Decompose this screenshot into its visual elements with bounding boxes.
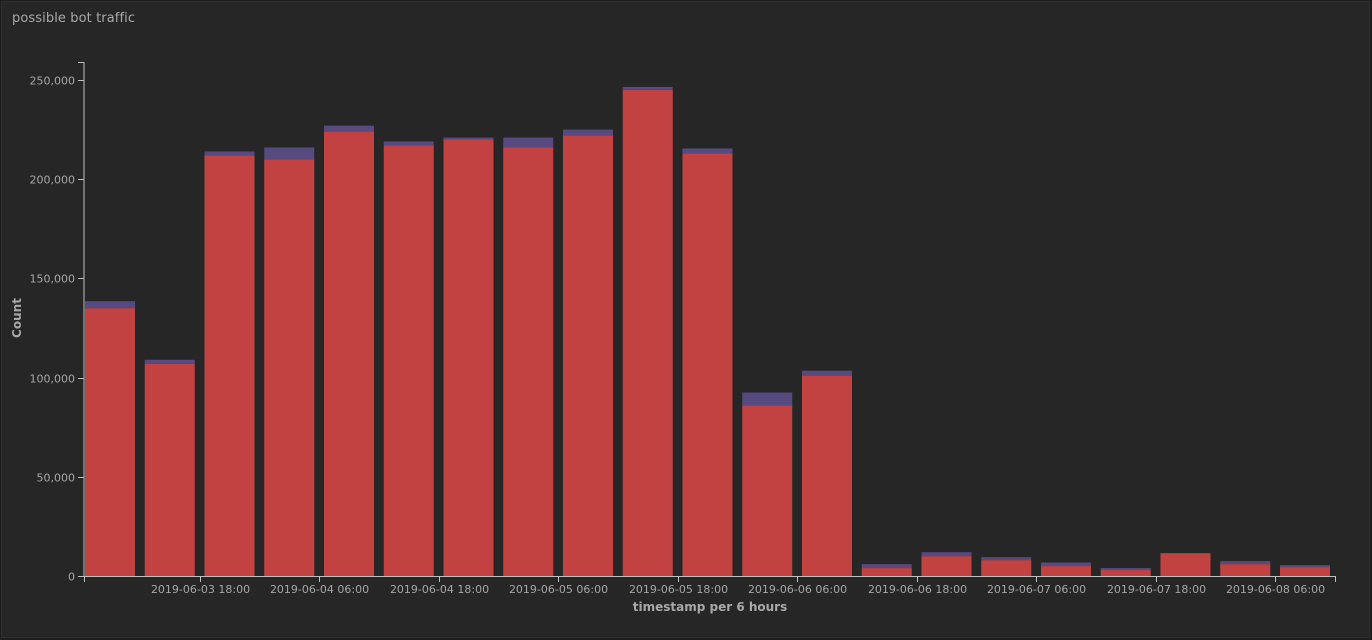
- bar-main-6[interactable]: [443, 139, 494, 576]
- bar-main-10[interactable]: [682, 153, 733, 576]
- bar-main-3[interactable]: [264, 159, 315, 577]
- x-tick-label-3: 2019-06-05 06:00: [509, 583, 608, 596]
- x-axis-title: timestamp per 6 hours: [633, 600, 787, 614]
- y-tick-label-0: 0: [68, 571, 75, 584]
- y-tick-label-3: 150,000: [30, 273, 76, 286]
- bar-secondary-1[interactable]: [144, 359, 195, 364]
- bar-secondary-17[interactable]: [1100, 568, 1151, 571]
- x-tick-label-8: 2019-06-07 18:00: [1107, 583, 1206, 596]
- y-axis-title: Count: [10, 298, 24, 338]
- bar-main-5[interactable]: [383, 145, 434, 576]
- bar-secondary-9[interactable]: [622, 86, 673, 90]
- x-tick-label-4: 2019-06-05 18:00: [629, 583, 728, 596]
- bar-main-19[interactable]: [1220, 564, 1271, 576]
- bar-secondary-15[interactable]: [981, 557, 1032, 561]
- bar-secondary-12[interactable]: [802, 370, 852, 376]
- y-tick-label-5: 250,000: [30, 75, 76, 88]
- x-tick-label-0: 2019-06-03 18:00: [151, 583, 250, 596]
- bar-main-1[interactable]: [144, 363, 195, 576]
- bar-main-14[interactable]: [921, 556, 972, 576]
- x-tick-label-1: 2019-06-04 06:00: [270, 583, 369, 596]
- panel-title: possible bot traffic: [12, 11, 136, 26]
- y-tick-label-2: 100,000: [30, 373, 76, 386]
- x-tick-label-5: 2019-06-06 06:00: [748, 583, 847, 596]
- bar-secondary-11[interactable]: [742, 392, 793, 406]
- x-tick-label-7: 2019-06-07 06:00: [987, 583, 1086, 596]
- bar-main-12[interactable]: [802, 375, 852, 576]
- bar-main-20[interactable]: [1280, 567, 1330, 576]
- bar-main-2[interactable]: [204, 155, 255, 576]
- bar-secondary-7[interactable]: [503, 137, 554, 148]
- bar-secondary-2[interactable]: [204, 151, 255, 156]
- bar-main-15[interactable]: [981, 560, 1032, 576]
- bar-secondary-8[interactable]: [563, 129, 613, 136]
- bar-main-9[interactable]: [622, 89, 673, 577]
- bar-main-0[interactable]: [85, 308, 135, 576]
- y-tick-label-4: 200,000: [30, 174, 76, 187]
- bar-main-17[interactable]: [1100, 570, 1151, 576]
- bars-group: [85, 86, 1330, 577]
- bar-main-8[interactable]: [563, 135, 613, 577]
- bar-main-18[interactable]: [1160, 553, 1211, 576]
- bar-main-16[interactable]: [1041, 566, 1091, 576]
- bar-secondary-14[interactable]: [921, 552, 972, 557]
- bar-secondary-3[interactable]: [264, 147, 315, 160]
- bar-secondary-5[interactable]: [383, 141, 434, 146]
- bar-secondary-4[interactable]: [324, 125, 374, 132]
- bar-secondary-0[interactable]: [85, 301, 135, 309]
- bar-secondary-6[interactable]: [443, 137, 494, 140]
- bar-main-13[interactable]: [861, 568, 912, 576]
- x-axis: 2019-06-03 18:00 2019-06-04 06:00 2019-06-…: [84, 576, 1336, 596]
- bar-main-11[interactable]: [742, 405, 793, 576]
- bar-secondary-20[interactable]: [1280, 565, 1330, 568]
- bar-main-7[interactable]: [503, 147, 554, 576]
- x-tick-label-9: 2019-06-08 06:00: [1226, 583, 1325, 596]
- bar-secondary-19[interactable]: [1220, 561, 1271, 565]
- bar-secondary-10[interactable]: [682, 148, 733, 154]
- bar-secondary-16[interactable]: [1041, 562, 1091, 567]
- y-axis: 0 50,000 100,000 150,000 200,000 250,000: [30, 62, 85, 584]
- bar-secondary-13[interactable]: [861, 564, 912, 569]
- y-tick-label-1: 50,000: [37, 472, 76, 485]
- bar-main-4[interactable]: [324, 131, 374, 576]
- x-tick-label-2: 2019-06-04 18:00: [390, 583, 489, 596]
- x-tick-label-6: 2019-06-06 18:00: [868, 583, 967, 596]
